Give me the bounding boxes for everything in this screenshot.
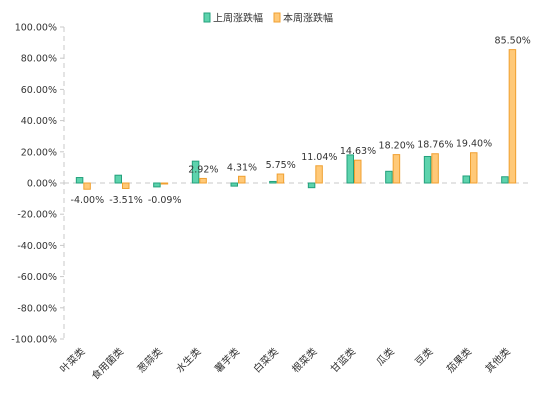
legend-label: 本周涨跌幅 <box>283 12 333 25</box>
y-tick-label: 20.00% <box>21 147 57 158</box>
bar-this-week <box>315 165 323 184</box>
data-label: 2.92% <box>188 164 218 175</box>
y-tick-label: -40.00% <box>17 241 57 252</box>
x-tick-label: 叶菜类 <box>57 345 87 375</box>
bar-this-week <box>199 177 207 184</box>
x-tick-label: 白菜类 <box>250 345 280 375</box>
legend-label: 上周涨跌幅 <box>213 12 263 25</box>
data-label: 14.63% <box>340 146 376 157</box>
bar-last-week <box>114 174 122 184</box>
bar-last-week <box>423 155 432 184</box>
y-tick-label: 60.00% <box>21 85 57 96</box>
bar-this-week <box>83 182 91 190</box>
y-tick-label: -100.00% <box>11 335 57 346</box>
data-label: 4.31% <box>227 162 257 173</box>
y-tick-label: -20.00% <box>17 210 57 221</box>
legend-swatch <box>273 12 281 23</box>
y-tick-label: 100.00% <box>15 23 57 34</box>
bar-this-week <box>470 152 478 184</box>
x-tick-label: 薯芋类 <box>212 345 242 375</box>
legend: 上周涨跌幅 本周涨跌幅 <box>203 12 333 25</box>
bar-last-week <box>346 154 354 184</box>
bar-last-week <box>307 182 316 189</box>
data-label: 11.04% <box>301 152 337 163</box>
bar-this-week <box>160 182 169 185</box>
y-tick-label: -60.00% <box>17 272 57 283</box>
x-tick-label: 瓜类 <box>373 345 396 368</box>
data-label: 18.20% <box>379 141 415 152</box>
x-tick-label: 根菜类 <box>289 345 319 375</box>
bar-this-week <box>238 175 246 184</box>
bar-this-week <box>431 153 439 184</box>
bar-last-week <box>75 177 84 184</box>
x-tick-label: 食用菌类 <box>89 345 126 382</box>
bar-this-week <box>508 49 517 184</box>
data-labels: -4.00% -3.51% -0.09%2.92% 4.31% 5.75%11.04%1… <box>71 36 531 206</box>
x-tick-label: 水生类 <box>173 345 203 375</box>
data-label: 19.40% <box>456 139 492 150</box>
data-label: 85.50% <box>495 36 531 47</box>
data-label: -3.51% <box>109 195 143 206</box>
bar-this-week <box>392 154 401 184</box>
bar-this-week <box>122 182 130 189</box>
y-tick-label: -80.00% <box>17 303 57 314</box>
data-label: 5.75% <box>266 160 296 171</box>
x-tick-label: 豆类 <box>412 345 435 368</box>
bar-last-week <box>501 176 509 184</box>
bar-last-week <box>462 175 470 184</box>
bar-this-week <box>276 173 285 184</box>
x-tick-label: 茄果类 <box>444 345 474 375</box>
x-tick-label: 甘蓝类 <box>328 345 358 375</box>
y-tick-label: 40.00% <box>21 116 57 127</box>
bar-this-week <box>354 159 362 184</box>
bar-last-week <box>269 180 277 184</box>
bar-last-week <box>385 170 393 184</box>
data-label: -4.00% <box>71 195 105 206</box>
x-tick-label: 葱蒜类 <box>134 345 164 375</box>
data-label: -0.09% <box>148 195 182 206</box>
bars <box>75 49 517 190</box>
data-label: 18.76% <box>417 140 453 151</box>
bar-last-week <box>230 182 238 187</box>
legend-swatch <box>203 12 211 23</box>
y-tick-label: 0.00% <box>27 179 57 190</box>
x-tick-label: 其他类 <box>482 345 512 375</box>
bar-last-week <box>153 182 161 188</box>
bar-last-week <box>191 160 200 184</box>
y-tick-label: 80.00% <box>21 54 57 65</box>
